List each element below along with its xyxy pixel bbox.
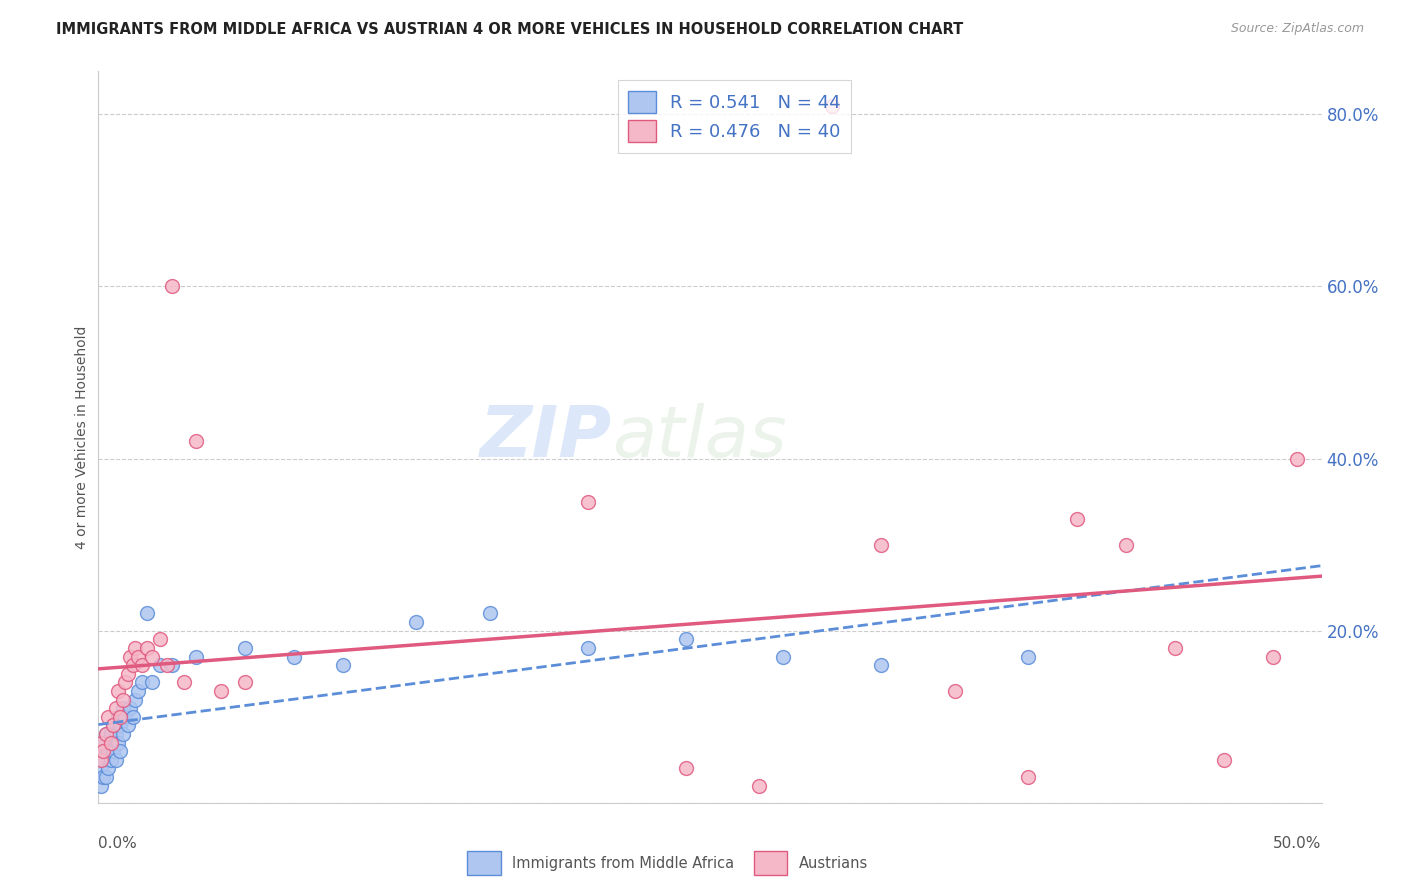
Point: [90, 761, 112, 775]
Legend: R = 0.541   N = 44, R = 0.476   N = 40: R = 0.541 N = 44, R = 0.476 N = 40: [617, 80, 852, 153]
Point: [107, 735, 129, 749]
Point: [405, 615, 427, 629]
Point: [1017, 770, 1039, 784]
Text: atlas: atlas: [612, 402, 787, 472]
Point: [110, 710, 132, 724]
Point: [114, 675, 136, 690]
Point: [90, 753, 112, 767]
Point: [104, 701, 127, 715]
Point: [160, 658, 183, 673]
Text: Immigrants from Middle Africa: Immigrants from Middle Africa: [512, 855, 734, 871]
Point: [94, 770, 117, 784]
Point: [186, 649, 208, 664]
Point: [186, 434, 208, 449]
Point: [209, 684, 232, 698]
Point: [97, 744, 120, 758]
Point: [120, 701, 142, 715]
Point: [870, 658, 893, 673]
Point: [136, 607, 159, 621]
Point: [870, 538, 893, 552]
Point: [1115, 538, 1137, 552]
Point: [117, 666, 139, 681]
Point: [110, 718, 132, 732]
Point: [233, 675, 256, 690]
Point: [90, 735, 112, 749]
Point: [149, 658, 172, 673]
Y-axis label: 4 or more Vehicles in Household: 4 or more Vehicles in Household: [76, 326, 90, 549]
Point: [173, 675, 195, 690]
Point: [141, 649, 163, 664]
Text: ZIP: ZIP: [479, 402, 612, 472]
Point: [90, 779, 112, 793]
Point: [94, 727, 117, 741]
Point: [127, 684, 149, 698]
Point: [101, 744, 124, 758]
Point: [1017, 649, 1039, 664]
Point: [110, 744, 132, 758]
Point: [576, 640, 599, 655]
Point: [124, 640, 146, 655]
Point: [576, 494, 599, 508]
Point: [104, 753, 127, 767]
Point: [821, 99, 844, 113]
Point: [121, 710, 143, 724]
Point: [107, 684, 129, 698]
Point: [91, 770, 114, 784]
Point: [94, 744, 117, 758]
Point: [141, 675, 163, 690]
Point: [283, 649, 305, 664]
Point: [332, 658, 354, 673]
FancyBboxPatch shape: [467, 851, 501, 875]
Point: [94, 727, 117, 741]
Point: [91, 744, 114, 758]
Point: [156, 658, 179, 673]
Point: [100, 735, 122, 749]
Point: [772, 649, 794, 664]
Point: [748, 779, 770, 793]
Point: [120, 649, 142, 664]
Point: [91, 735, 114, 749]
Point: [91, 753, 114, 767]
Point: [111, 692, 134, 706]
Point: [111, 701, 134, 715]
Point: [100, 727, 122, 741]
Point: [149, 632, 172, 647]
Text: Source: ZipAtlas.com: Source: ZipAtlas.com: [1230, 22, 1364, 36]
Point: [1212, 753, 1234, 767]
Point: [101, 718, 124, 732]
Point: [943, 684, 966, 698]
Point: [124, 692, 146, 706]
Point: [127, 649, 149, 664]
Point: [675, 761, 697, 775]
Point: [131, 675, 153, 690]
Point: [136, 640, 159, 655]
Point: [107, 710, 129, 724]
Point: [675, 632, 697, 647]
Point: [100, 753, 122, 767]
Text: Austrians: Austrians: [799, 855, 868, 871]
Point: [111, 727, 134, 741]
Point: [114, 710, 136, 724]
Point: [97, 710, 120, 724]
Point: [233, 640, 256, 655]
Point: [1261, 649, 1284, 664]
Text: 50.0%: 50.0%: [1274, 836, 1322, 851]
FancyBboxPatch shape: [754, 851, 787, 875]
Point: [478, 607, 501, 621]
Point: [104, 727, 127, 741]
Point: [1164, 640, 1187, 655]
Text: IMMIGRANTS FROM MIDDLE AFRICA VS AUSTRIAN 4 OR MORE VEHICLES IN HOUSEHOLD CORREL: IMMIGRANTS FROM MIDDLE AFRICA VS AUSTRIA…: [56, 22, 963, 37]
Point: [1066, 512, 1088, 526]
Point: [160, 279, 183, 293]
Text: 0.0%: 0.0%: [98, 836, 138, 851]
Point: [97, 761, 120, 775]
Point: [101, 718, 124, 732]
Point: [121, 658, 143, 673]
Point: [131, 658, 153, 673]
Point: [117, 718, 139, 732]
Point: [1286, 451, 1309, 466]
